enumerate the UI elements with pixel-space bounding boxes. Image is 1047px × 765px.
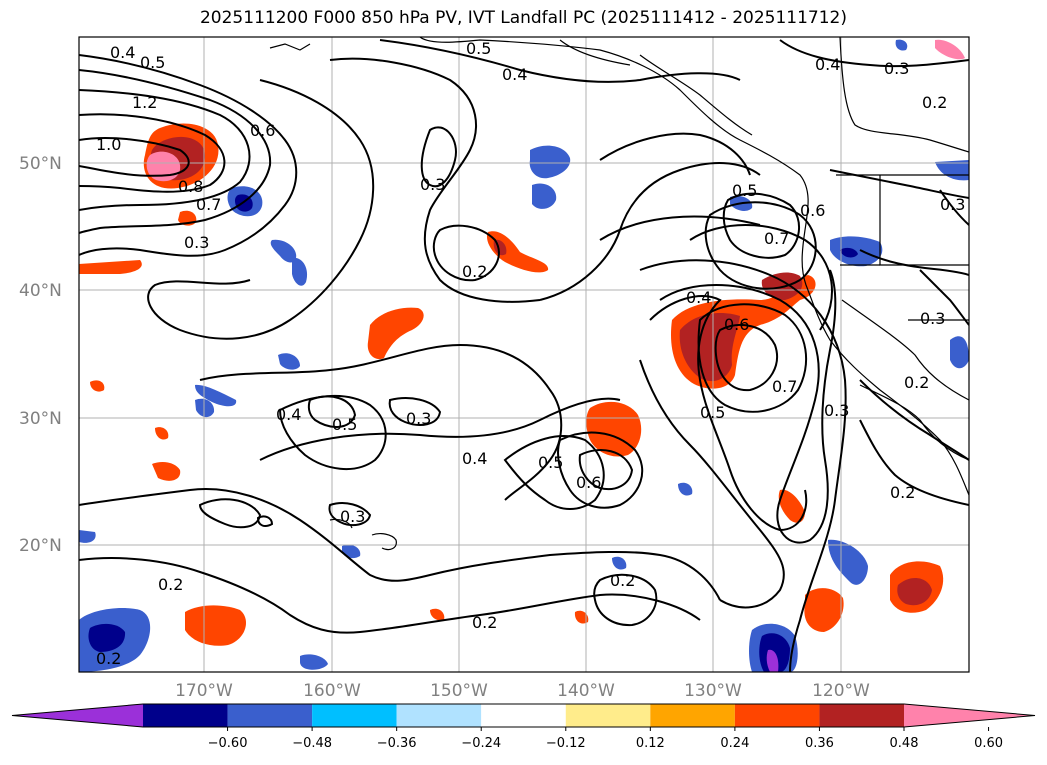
colorbar-segment (481, 704, 566, 727)
colorbar-segment (819, 704, 904, 727)
pv-shading (79, 39, 969, 672)
colorbar-tick-label: 0.12 (636, 736, 665, 751)
contour-label: 0.3 (920, 309, 945, 328)
contour-label: 1.0 (96, 135, 121, 154)
contour-label: 0.5 (732, 181, 757, 200)
lon-label: 150°W (430, 681, 488, 701)
contour-label: 0.5 (332, 415, 357, 434)
contour-label: 0.4 (462, 449, 487, 468)
contour-label: 0.3 (406, 409, 431, 428)
colorbar-segment (650, 704, 735, 727)
longitude-labels: 170°W 160°W 150°W 140°W 130°W 120°W (175, 681, 870, 701)
contour-label: 0.2 (158, 575, 183, 594)
colorbar-segment (734, 704, 820, 727)
contour-label: 0.3 (340, 507, 365, 526)
contour-label: 0.6 (724, 315, 749, 334)
lat-label: 30°N (19, 409, 62, 429)
contour-label: 1.2 (132, 93, 157, 112)
colorbar-segment (143, 704, 228, 727)
contour-label: 0.3 (940, 195, 965, 214)
contour-label: 0.3 (184, 233, 209, 252)
lon-label: 130°W (684, 681, 742, 701)
colorbar-tick-label: 0.36 (805, 736, 834, 751)
colorbar-extend-min (12, 704, 143, 727)
colorbar-segment (565, 704, 651, 727)
map-frame (78, 36, 970, 673)
lat-label: 20°N (19, 536, 62, 556)
coastlines (269, 37, 969, 551)
contour-label: 0.2 (904, 373, 929, 392)
colorbar-tick-label: 0.48 (890, 736, 919, 751)
colorbar-tick-label: −0.60 (208, 736, 248, 751)
colorbar-tick-label: 0.60 (974, 736, 1003, 751)
contour-label: 0.7 (196, 195, 221, 214)
contour-label: 0.3 (420, 175, 445, 194)
colorbar-tick-label: 0.24 (720, 736, 749, 751)
contour-label: 0.7 (772, 377, 797, 396)
colorbar-segment (227, 704, 313, 727)
lon-label: 160°W (303, 681, 361, 701)
contour-lines (79, 39, 969, 672)
map-panel (79, 37, 969, 672)
contour-label: 0.4 (276, 405, 301, 424)
latitude-labels: 20°N 30°N 40°N 50°N (19, 154, 62, 556)
contour-label: 0.5 (700, 403, 725, 422)
gridlines (79, 37, 969, 672)
contour-label: 0.6 (800, 201, 825, 220)
colorbar-segment (396, 704, 482, 727)
contour-label: 0.2 (472, 613, 497, 632)
contour-label: 0.4 (815, 55, 840, 74)
contour-labels: 0.4 0.5 1.2 1.0 0.6 0.8 0.7 0.3 0.5 0.4 … (96, 39, 965, 668)
contour-label: 0.5 (538, 453, 563, 472)
contour-label: 0.2 (462, 262, 487, 281)
colorbar-outline (11, 703, 1036, 728)
colorbar-tick-label: −0.24 (461, 736, 501, 751)
map-title: 2025111200 F000 850 hPa PV, IVT Landfall… (199, 8, 847, 28)
contour-label: 0.7 (764, 229, 789, 248)
contour-label: 0.2 (922, 93, 947, 112)
colorbar-extend-max (904, 704, 1035, 727)
contour-label: 0.5 (140, 53, 165, 72)
lat-label: 40°N (19, 281, 62, 301)
contour-label: 0.5 (466, 39, 491, 58)
contour-label: 0.4 (110, 43, 135, 62)
contour-label: 0.2 (890, 483, 915, 502)
colorbar-tick-label: −0.48 (292, 736, 332, 751)
lon-label: 140°W (557, 681, 615, 701)
contour-label: 0.4 (686, 288, 711, 307)
contour-label: 0.4 (502, 65, 527, 84)
lat-label: 50°N (19, 154, 62, 174)
contour-label: 0.8 (178, 177, 203, 196)
lon-label: 120°W (812, 681, 870, 701)
contour-label: 0.2 (610, 571, 635, 590)
lon-label: 170°W (175, 681, 233, 701)
contour-label: 0.6 (250, 121, 275, 140)
contour-label: 0.3 (824, 401, 849, 420)
colorbar-segment (312, 704, 397, 727)
colorbar-tick-label: −0.12 (546, 736, 586, 751)
contour-label: 0.3 (884, 59, 909, 78)
contour-label: 0.2 (96, 649, 121, 668)
contour-label: 0.6 (576, 473, 601, 492)
colorbar: −0.60 −0.48 −0.36 −0.24 −0.12 0.12 0.24 0.36 0.4… (11, 703, 1036, 751)
colorbar-tick-label: −0.36 (377, 736, 417, 751)
